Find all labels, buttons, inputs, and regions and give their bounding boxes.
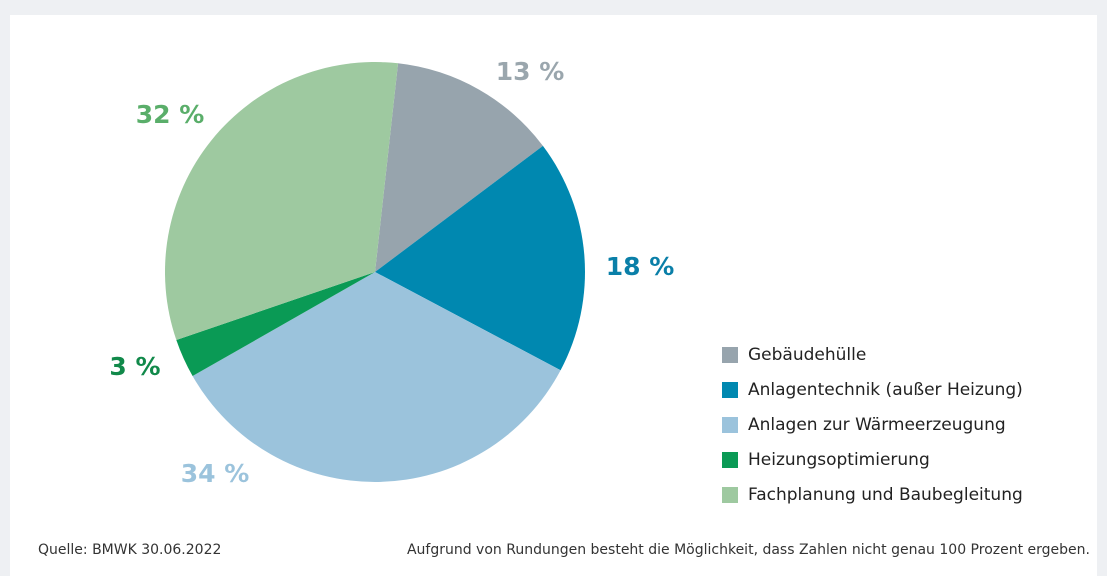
legend-label: Gebäudehülle	[748, 345, 866, 365]
legend-swatch	[722, 347, 738, 363]
legend-swatch	[722, 452, 738, 468]
pie-slice	[176, 272, 375, 377]
value-label: 3 %	[109, 352, 160, 381]
pie-slice	[375, 145, 585, 371]
pie-slice	[164, 61, 399, 341]
value-label: 13 %	[496, 57, 565, 86]
legend-label: Anlagentechnik (außer Heizung)	[748, 380, 1023, 400]
value-label: 34 %	[181, 459, 250, 488]
pie-slice	[375, 63, 543, 272]
value-label: 32 %	[136, 100, 205, 129]
pie-slice	[192, 272, 561, 483]
legend-swatch	[722, 487, 738, 503]
legend-swatch	[722, 417, 738, 433]
legend-swatch	[722, 382, 738, 398]
note: Aufgrund von Rundungen besteht die Mögli…	[407, 542, 1090, 558]
source: Quelle: BMWK 30.06.2022	[38, 542, 221, 558]
legend-label: Fachplanung und Baubegleitung	[748, 485, 1023, 505]
value-label: 18 %	[606, 252, 675, 281]
legend-label: Anlagen zur Wärmeerzeugung	[748, 415, 1006, 435]
legend-label: Heizungsoptimierung	[748, 450, 930, 470]
